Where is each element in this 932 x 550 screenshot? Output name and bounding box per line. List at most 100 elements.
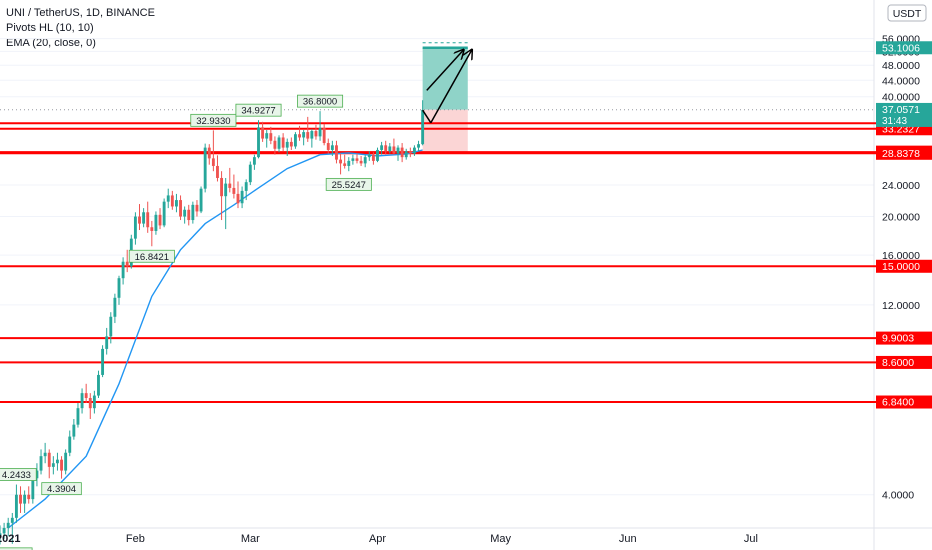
candle-body <box>72 424 76 437</box>
pivot-label-box <box>297 94 344 108</box>
time-tick-label: Mar <box>241 533 260 545</box>
candle-body <box>265 133 269 139</box>
candle-body <box>367 154 371 158</box>
candle-body <box>56 459 59 464</box>
candle-body <box>252 157 256 165</box>
candle-body <box>273 140 277 149</box>
candle-body <box>175 200 178 207</box>
candle-body <box>232 187 236 194</box>
candle-body <box>0 533 2 537</box>
ema-indicator-label: EMA (20, close, 0) <box>6 37 96 49</box>
candle-body <box>187 209 191 221</box>
candle-body <box>154 214 158 231</box>
candle-body <box>257 127 260 158</box>
price-badge <box>876 395 932 409</box>
price-badge-label: 9.9003 <box>882 333 914 345</box>
candle-body <box>203 147 207 189</box>
symbol-title: UNI / TetherUS, 1D, BINANCE <box>6 7 155 19</box>
pivot-label-box <box>0 468 37 481</box>
candle-body <box>125 261 129 267</box>
candle-body <box>310 131 314 139</box>
candle-body <box>43 452 47 457</box>
candle-body <box>244 182 248 191</box>
candle-body <box>191 204 195 221</box>
candle-body <box>392 146 396 154</box>
candle-body <box>376 149 379 161</box>
candle-body <box>380 145 384 150</box>
candle-body <box>138 216 141 224</box>
pivot-label: 4.2433 <box>2 470 31 481</box>
candle-body <box>388 146 392 152</box>
price-badge-label: 15.0000 <box>882 261 920 273</box>
price-badge-label: 28.8378 <box>882 148 920 160</box>
candle-body <box>359 160 363 164</box>
stop-zone <box>422 109 468 154</box>
candle-body <box>101 348 105 375</box>
candle-body <box>92 395 96 409</box>
candle-body <box>6 522 10 528</box>
time-axis: 2021 Feb Mar Apr May Jun Jul <box>0 533 758 545</box>
candle-body <box>289 141 293 147</box>
time-tick-label: 2021 <box>0 533 20 545</box>
candle-body <box>339 159 343 164</box>
candle-body <box>343 163 347 166</box>
chart-legend: UNI / TetherUS, 1D, BINANCE Pivots HL (1… <box>6 6 155 51</box>
candle-body <box>113 297 117 317</box>
candle-body <box>277 137 281 149</box>
pivot-label: 34.9277 <box>241 106 275 117</box>
candle-body <box>269 133 273 141</box>
candle-body <box>150 227 154 231</box>
candle-body <box>27 494 31 500</box>
candle-body <box>216 165 219 178</box>
candle-body <box>220 177 224 197</box>
candle-body <box>76 408 80 425</box>
price-badges: 34.308433.232729.030628.837815.00009.900… <box>876 41 932 409</box>
candle-body <box>39 456 43 471</box>
candle-body <box>14 494 18 518</box>
currency-box <box>887 4 927 22</box>
pivot-label-box <box>0 547 33 550</box>
candle-body <box>162 201 166 226</box>
price-badge-label: 6.8400 <box>882 397 914 409</box>
price-tick-label: 16.0000 <box>882 250 920 262</box>
price-badge <box>876 146 932 160</box>
pivot-label: 16.8421 <box>135 252 169 263</box>
candle-body <box>2 528 6 534</box>
pivot-label-box <box>325 177 372 191</box>
candle-body <box>404 151 408 158</box>
candle-body <box>285 141 289 148</box>
candle-body <box>294 134 297 147</box>
target-zone <box>422 47 468 110</box>
candle-body <box>228 183 232 188</box>
price-tick-label: 48.0000 <box>882 60 920 72</box>
price-badge <box>876 259 932 273</box>
pivot-label: 25.5247 <box>332 180 366 191</box>
candle-body <box>10 517 14 523</box>
candle-body <box>281 137 285 148</box>
candle-body <box>109 316 113 337</box>
time-tick-label: Apr <box>369 533 386 545</box>
candle-body <box>384 145 388 152</box>
candle-body <box>19 494 22 504</box>
price-tick-label: 12.0000 <box>882 300 920 312</box>
drawn-arrows <box>422 50 472 124</box>
pivot-label: 32.9330 <box>196 116 230 127</box>
candle-body <box>306 132 310 139</box>
candle-body <box>68 436 72 453</box>
candle-body <box>31 478 35 500</box>
projection-arrow <box>430 50 472 124</box>
candle-body <box>298 134 301 138</box>
price-badge-label: 37.0571 <box>882 104 920 116</box>
candle-body <box>51 463 55 467</box>
candle-body <box>412 147 416 154</box>
candle-body <box>23 494 27 504</box>
candle-body <box>363 157 367 164</box>
pivot-labels: 4.24333.01084.390416.842132.933034.92773… <box>0 94 372 550</box>
time-tick-label: Jun <box>619 533 637 545</box>
candle-body <box>133 216 137 239</box>
candle-body <box>170 195 174 207</box>
pivot-label: 36.8000 <box>303 97 337 108</box>
candle-body <box>421 109 425 145</box>
price-badge <box>876 41 932 55</box>
